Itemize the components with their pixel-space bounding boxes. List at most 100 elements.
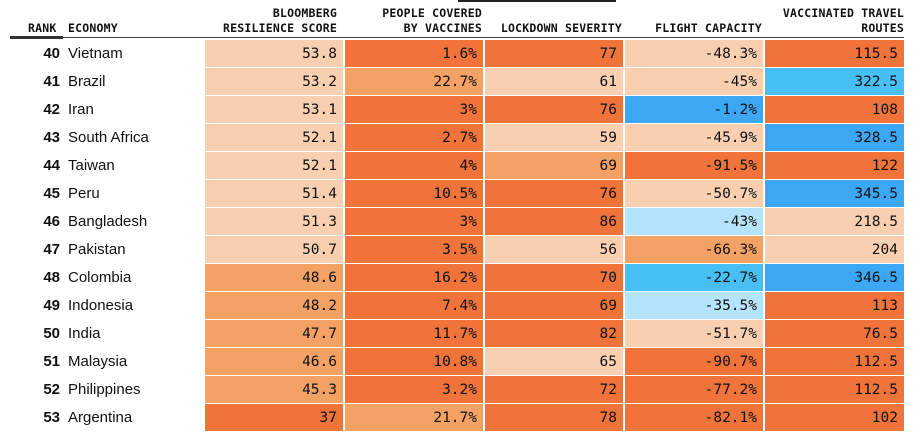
- vaccines-cell: 3%: [345, 96, 483, 123]
- lockdown-cell: 61: [485, 68, 623, 95]
- vaccines-cell: 2.7%: [345, 124, 483, 151]
- score-cell: 53.2: [205, 68, 343, 95]
- routes-cell: 102: [765, 404, 904, 431]
- economy-cell: Peru: [68, 185, 100, 202]
- rank-cell: 41: [43, 73, 60, 90]
- flight-cell: -91.5%: [625, 152, 763, 179]
- flight-cell: -45%: [625, 68, 763, 95]
- routes-cell: 112.5: [765, 376, 904, 403]
- vaccines-cell: 4%: [345, 152, 483, 179]
- rank-sort-indicator: [10, 36, 63, 39]
- table-row: 48 Colombia 48.6 16.2% 70 -22.7% 346.5: [0, 264, 924, 291]
- vaccines-cell: 3.2%: [345, 376, 483, 403]
- score-cell: 37: [205, 404, 343, 431]
- flight-cell: -48.3%: [625, 40, 763, 67]
- lockdown-cell: 78: [485, 404, 623, 431]
- header-vaccines-line2: BY VACCINES: [403, 21, 482, 35]
- flight-cell: -1.2%: [625, 96, 763, 123]
- economy-cell: Argentina: [68, 409, 133, 426]
- table-row: 41 Brazil 53.2 22.7% 61 -45% 322.5: [0, 68, 924, 95]
- vaccines-cell: 7.4%: [345, 292, 483, 319]
- flight-cell: -22.7%: [625, 264, 763, 291]
- lockdown-cell: 69: [485, 152, 623, 179]
- vaccines-cell: 10.8%: [345, 348, 483, 375]
- vaccines-cell: 3.5%: [345, 236, 483, 263]
- table-row: 50 India 47.7 11.7% 82 -51.7% 76.5: [0, 320, 924, 347]
- score-cell: 52.1: [205, 124, 343, 151]
- lockdown-cell: 56: [485, 236, 623, 263]
- score-cell: 48.2: [205, 292, 343, 319]
- header-vaccines-line1: PEOPLE COVERED: [382, 6, 482, 20]
- vaccines-cell: 10.5%: [345, 180, 483, 207]
- rank-cell: 50: [43, 325, 60, 342]
- header-top-rule: [458, 0, 616, 2]
- lockdown-cell: 77: [485, 40, 623, 67]
- economy-cell: Colombia: [68, 269, 132, 286]
- routes-cell: 112.5: [765, 348, 904, 375]
- score-cell: 46.6: [205, 348, 343, 375]
- vaccines-cell: 11.7%: [345, 320, 483, 347]
- routes-cell: 204: [765, 236, 904, 263]
- score-cell: 52.1: [205, 152, 343, 179]
- lockdown-cell: 65: [485, 348, 623, 375]
- header-routes: VACCINATED TRAVEL ROUTES: [765, 6, 904, 46]
- rank-cell: 48: [43, 269, 60, 286]
- rank-cell: 46: [43, 213, 60, 230]
- flight-cell: -50.7%: [625, 180, 763, 207]
- economy-cell: Brazil: [68, 73, 106, 90]
- routes-cell: 328.5: [765, 124, 904, 151]
- flight-cell: -43%: [625, 208, 763, 235]
- routes-cell: 76.5: [765, 320, 904, 347]
- table-row: 46 Bangladesh 51.3 3% 86 -43% 218.5: [0, 208, 924, 235]
- lockdown-cell: 59: [485, 124, 623, 151]
- economy-cell: Taiwan: [68, 157, 115, 174]
- header-score: BLOOMBERG RESILIENCE SCORE: [205, 6, 337, 46]
- routes-cell: 113: [765, 292, 904, 319]
- flight-cell: -45.9%: [625, 124, 763, 151]
- lockdown-cell: 76: [485, 96, 623, 123]
- rank-cell: 52: [43, 381, 60, 398]
- header-rule: [12, 37, 904, 38]
- header-routes-line2: ROUTES: [861, 21, 904, 35]
- economy-cell: Pakistan: [68, 241, 126, 258]
- header-economy: ECONOMY: [68, 21, 118, 35]
- header-score-line2: RESILIENCE SCORE: [223, 21, 337, 35]
- vaccines-cell: 21.7%: [345, 404, 483, 431]
- flight-cell: -35.5%: [625, 292, 763, 319]
- routes-cell: 122: [765, 152, 904, 179]
- vaccines-cell: 16.2%: [345, 264, 483, 291]
- economy-cell: India: [68, 325, 101, 342]
- economy-cell: Indonesia: [68, 297, 134, 314]
- flight-cell: -51.7%: [625, 320, 763, 347]
- routes-cell: 345.5: [765, 180, 904, 207]
- routes-cell: 115.5: [765, 40, 904, 67]
- rank-cell: 51: [43, 353, 60, 370]
- lockdown-cell: 86: [485, 208, 623, 235]
- rank-cell: 47: [43, 241, 60, 258]
- routes-cell: 346.5: [765, 264, 904, 291]
- routes-cell: 322.5: [765, 68, 904, 95]
- score-cell: 53.8: [205, 40, 343, 67]
- economy-cell: Bangladesh: [68, 213, 148, 230]
- table-row: 43 South Africa 52.1 2.7% 59 -45.9% 328.5: [0, 124, 924, 151]
- score-cell: 47.7: [205, 320, 343, 347]
- lockdown-cell: 69: [485, 292, 623, 319]
- header-vaccines: PEOPLE COVERED BY VACCINES: [345, 6, 482, 46]
- rank-cell: 49: [43, 297, 60, 314]
- header-rank: RANK: [28, 21, 57, 35]
- rank-cell: 44: [43, 157, 60, 174]
- table-row: 40 Vietnam 53.8 1.6% 77 -48.3% 115.5: [0, 40, 924, 67]
- score-cell: 50.7: [205, 236, 343, 263]
- table-row: 44 Taiwan 52.1 4% 69 -91.5% 122: [0, 152, 924, 179]
- rank-cell: 40: [43, 45, 60, 62]
- table-row: 53 Argentina 37 21.7% 78 -82.1% 102: [0, 404, 924, 431]
- table-row: 52 Philippines 45.3 3.2% 72 -77.2% 112.5: [0, 376, 924, 403]
- lockdown-cell: 70: [485, 264, 623, 291]
- lockdown-cell: 72: [485, 376, 623, 403]
- economy-cell: Iran: [68, 101, 94, 118]
- score-cell: 51.4: [205, 180, 343, 207]
- vaccines-cell: 22.7%: [345, 68, 483, 95]
- lockdown-cell: 76: [485, 180, 623, 207]
- economy-cell: South Africa: [68, 129, 149, 146]
- rank-cell: 53: [43, 409, 60, 426]
